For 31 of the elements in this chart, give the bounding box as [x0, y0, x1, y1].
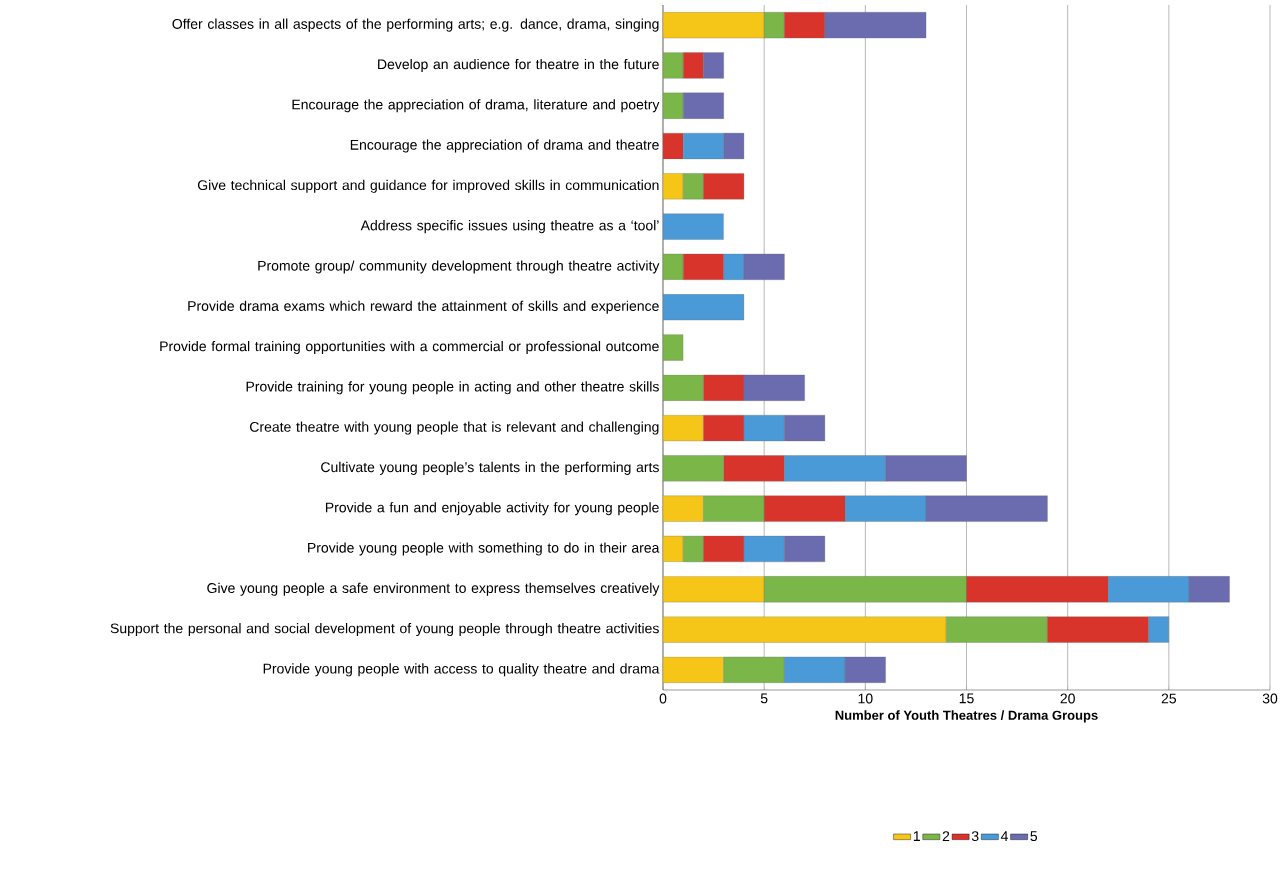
x-tick-label: 20: [1060, 693, 1075, 704]
y-tick-label: Support the personal and social development of young people through theatre activities: [110, 623, 659, 637]
y-tick-label: Provide formal training opportunities with a commercial or professional outcome: [160, 340, 659, 355]
legend-label: 5: [1030, 831, 1038, 842]
y-tick-label: Create theatre with young people that is relevant and challenging: [250, 421, 659, 435]
y-tick-label: Provide young people with something to do in their area: [308, 542, 660, 556]
legend-label: 4: [1000, 831, 1008, 841]
x-tick-label: 25: [1161, 693, 1177, 704]
y-tick-label: Provide a fun and enjoyable activity for young people: [325, 502, 659, 516]
y-tick-label: Give technical support and guidance for improved skills in communication: [197, 179, 659, 193]
y-tick-label: Provide training for young people in acting and other theatre skills: [246, 381, 659, 395]
y-tick-label: Encourage the appreciation of drama and theatre: [350, 139, 659, 153]
x-axis-title: Number of Youth Theatres / Drama Groups: [835, 710, 1098, 723]
x-tick-label: 15: [959, 693, 974, 704]
y-tick-label: Give young people a safe environment to express themselves creatively: [207, 582, 660, 596]
y-tick-label: Encourage the appreciation of drama, literature and poetry: [292, 99, 660, 113]
legend-label: 3: [971, 831, 979, 842]
y-tick-label: Provide young people with access to quality theatre and drama: [263, 663, 660, 677]
x-tick-label: 5: [760, 693, 768, 704]
y-tick-label: Offer classes in all aspects of the performing arts; e.g. dance, drama, singing: [172, 18, 659, 32]
y-tick-label: Cultivate young people’s talents in the performing arts: [321, 461, 659, 475]
legend-label: 2: [942, 831, 950, 841]
y-tick-label: Provide drama exams which reward the attainment of skills and experience: [188, 300, 659, 314]
x-tick-label: 10: [858, 693, 873, 704]
y-tick-label: Address specific issues using theatre as a ‘tool’: [360, 220, 659, 234]
x-tick-label: 30: [1262, 693, 1278, 704]
legend-label: 1: [913, 831, 920, 841]
bar: [663, 334, 684, 361]
y-tick-label: Develop an audience for theatre in the future: [378, 58, 659, 72]
x-tick-label: 0: [659, 693, 667, 704]
y-tick-label: Promote group/ community development through theatre activity: [258, 260, 660, 274]
